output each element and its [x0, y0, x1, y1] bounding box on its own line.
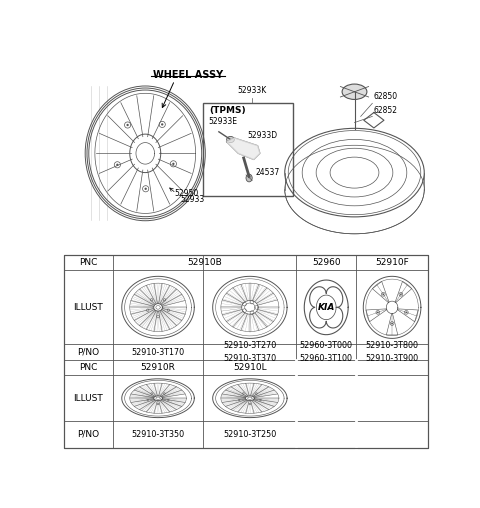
- Circle shape: [144, 187, 147, 190]
- Text: PNC: PNC: [79, 363, 97, 372]
- Text: 52933D: 52933D: [248, 131, 277, 140]
- Text: P/NO: P/NO: [77, 430, 99, 439]
- Circle shape: [172, 163, 175, 165]
- Text: 52960: 52960: [312, 258, 340, 267]
- Text: ILLUST: ILLUST: [73, 394, 103, 403]
- Circle shape: [116, 164, 119, 166]
- Circle shape: [383, 294, 384, 295]
- Text: PNC: PNC: [79, 258, 97, 267]
- Circle shape: [255, 305, 258, 309]
- Circle shape: [242, 302, 246, 306]
- Circle shape: [161, 123, 163, 125]
- Text: 52933K: 52933K: [238, 86, 267, 96]
- Text: 52910-3T170: 52910-3T170: [132, 347, 185, 357]
- Bar: [64, 255, 428, 448]
- Circle shape: [391, 323, 393, 325]
- Circle shape: [242, 309, 246, 312]
- Text: 24537: 24537: [255, 168, 279, 177]
- Circle shape: [250, 311, 254, 314]
- Bar: [204, 103, 292, 196]
- Text: 52960-3T000
52960-3T100: 52960-3T000 52960-3T100: [300, 341, 353, 363]
- Text: 52910-3T800
52910-3T900: 52910-3T800 52910-3T900: [366, 341, 419, 363]
- Circle shape: [377, 311, 379, 313]
- Text: 52910-3T350: 52910-3T350: [132, 430, 185, 439]
- Ellipse shape: [246, 174, 252, 182]
- Circle shape: [250, 300, 254, 304]
- Text: P/NO: P/NO: [77, 347, 99, 357]
- Ellipse shape: [342, 84, 367, 100]
- Text: ILLUST: ILLUST: [73, 303, 103, 312]
- Text: 52950: 52950: [175, 188, 199, 198]
- Text: KIA: KIA: [318, 303, 335, 312]
- Bar: [64, 255, 428, 448]
- Circle shape: [400, 294, 402, 295]
- Text: 52910-3T250: 52910-3T250: [223, 430, 276, 439]
- Polygon shape: [227, 138, 260, 160]
- Text: 52933: 52933: [180, 195, 204, 204]
- Text: 52910L: 52910L: [233, 363, 267, 372]
- Text: 52910-3T270
52910-3T370: 52910-3T270 52910-3T370: [223, 341, 276, 363]
- Circle shape: [406, 311, 407, 313]
- Circle shape: [126, 124, 129, 126]
- Text: 52933E: 52933E: [208, 117, 237, 126]
- Text: WHEEL ASSY: WHEEL ASSY: [153, 70, 223, 80]
- Text: 52910R: 52910R: [141, 363, 176, 372]
- Text: 52910B: 52910B: [187, 258, 222, 267]
- Text: (TPMS): (TPMS): [209, 106, 245, 115]
- Ellipse shape: [227, 137, 234, 143]
- Text: 52910F: 52910F: [375, 258, 409, 267]
- Text: 62850: 62850: [374, 92, 398, 102]
- Text: 62852: 62852: [374, 106, 398, 115]
